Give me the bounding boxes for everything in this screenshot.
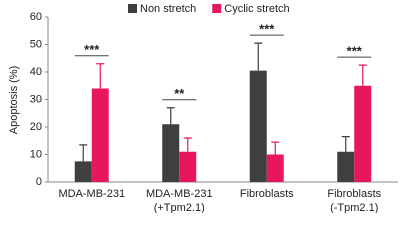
error-bar: [96, 63, 105, 89]
x-tick-label: MDA-MB-231: [146, 188, 213, 200]
significance-label: ***: [84, 42, 100, 57]
significance-label: ***: [259, 22, 275, 37]
significance-label: ***: [347, 44, 363, 59]
x-tick-label: (-Tpm2.1): [330, 202, 378, 213]
bar: [162, 124, 180, 182]
error-bar: [271, 141, 280, 155]
bar: [179, 151, 197, 182]
significance-label: **: [174, 86, 185, 101]
x-tick-label: Fibroblasts: [240, 188, 294, 200]
bar: [249, 70, 267, 182]
y-axis-label: Apoptosis (%): [8, 66, 20, 134]
y-tick-label: 60: [30, 11, 42, 23]
chart: Apoptosis (%) 0 10 20 30 40 50 60 Non stretch Cy…: [8, 3, 398, 213]
error-bar: [79, 144, 88, 162]
y-tick-label: 20: [30, 121, 42, 133]
legend-label: Non stretch: [140, 3, 196, 15]
bar: [337, 151, 355, 182]
y-tick-label: 30: [30, 93, 42, 105]
error-bar: [166, 107, 175, 125]
legend-swatch: [128, 4, 137, 13]
error-bar: [341, 136, 350, 152]
x-tick-label: MDA-MB-231: [58, 188, 125, 200]
bar: [91, 88, 109, 182]
legend-swatch: [212, 4, 222, 13]
y-tick-label: 10: [30, 148, 42, 160]
y-tick-label: 0: [36, 176, 42, 188]
error-bar: [254, 42, 263, 71]
y-tick-label: 50: [30, 38, 42, 50]
legend-label: Cyclic stretch: [224, 3, 289, 15]
x-tick-label: (+Tpm2.1): [154, 202, 205, 213]
bar: [354, 85, 372, 182]
bar: [74, 161, 92, 182]
y-tick-label: 40: [30, 66, 42, 78]
error-bar: [183, 137, 192, 152]
error-bar: [358, 64, 367, 86]
bar: [266, 154, 284, 182]
x-tick-label: Fibroblasts: [327, 188, 381, 200]
